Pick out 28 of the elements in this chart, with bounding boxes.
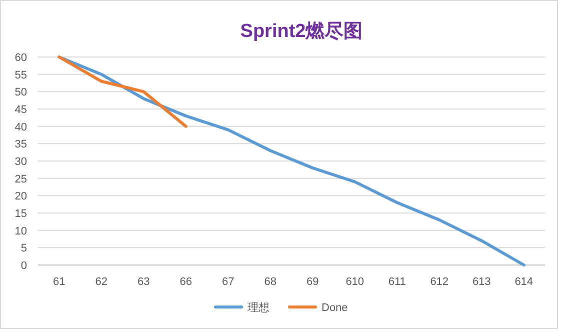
y-tick-label: 30 (14, 156, 27, 168)
x-tick-label: 614 (514, 276, 534, 288)
y-tick-label: 55 (14, 69, 27, 82)
y-tick-label: 35 (14, 138, 27, 151)
x-tick-label: 63 (138, 276, 150, 288)
x-tick-label: 610 (346, 276, 364, 288)
x-tick-label: 61 (53, 276, 66, 288)
y-tick-label: 25 (14, 173, 27, 186)
x-tick-label: 611 (388, 276, 406, 288)
x-tick-label: 68 (264, 276, 276, 288)
y-tick-label: 45 (14, 104, 27, 116)
chart-title: Sprint2燃尽图 (240, 21, 363, 42)
y-tick-label: 10 (14, 225, 27, 238)
x-tick-label: 67 (222, 276, 234, 288)
x-tick-label: 612 (430, 276, 449, 288)
y-tick-label: 50 (14, 86, 27, 99)
y-tick-label: 15 (14, 208, 27, 220)
y-tick-label: 5 (20, 242, 27, 255)
x-tick-label: 69 (306, 276, 319, 288)
legend-label: 理想 (248, 301, 270, 314)
x-tick-label: 66 (180, 276, 192, 288)
x-tick-label: 613 (472, 276, 491, 288)
x-tick-label: 62 (95, 276, 108, 288)
y-tick-label: 60 (14, 52, 27, 64)
y-tick-label: 40 (14, 121, 27, 134)
y-tick-label: 0 (20, 260, 27, 272)
legend-label: Done (322, 302, 348, 314)
y-tick-label: 20 (14, 190, 27, 203)
